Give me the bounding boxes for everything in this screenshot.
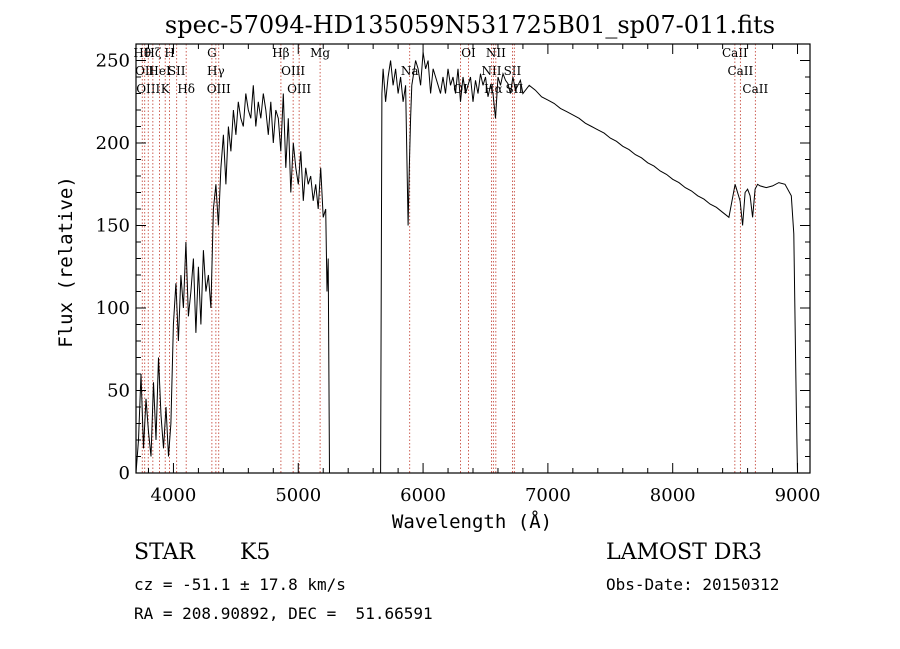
- line-label: OII: [135, 64, 155, 78]
- line-label: Mg: [310, 46, 330, 60]
- redshift-readout: cz = -51.1 ± 17.8 km/s: [134, 575, 346, 594]
- line-label: Hβ: [272, 46, 289, 60]
- y-tick-label: 0: [119, 463, 130, 484]
- flux-series: [135, 52, 798, 474]
- flux-line: [135, 52, 798, 474]
- line-label: Na: [401, 64, 419, 78]
- x-axis: 4000 5000 6000 7000 8000 9000: [147, 44, 821, 506]
- y-tick-label: 100: [96, 298, 130, 319]
- line-label: H: [164, 46, 174, 60]
- x-axis-label: Wavelength (Å): [392, 510, 552, 533]
- line-label: NII: [486, 46, 506, 60]
- line-label: HeI: [148, 64, 171, 78]
- x-tick-label: 6000: [400, 485, 446, 506]
- line-label: SII: [168, 64, 186, 78]
- line-label: OIII: [207, 82, 231, 96]
- line-label: CaII: [722, 46, 748, 60]
- y-axis-label: Flux (relative): [55, 176, 77, 348]
- coordinates: RA = 208.90892, DEC = 51.66591: [134, 604, 433, 623]
- y-axis: 0 50 100 150 200 250: [96, 51, 810, 484]
- line-label: K: [161, 82, 171, 96]
- obs-date: Obs-Date: 20150312: [606, 575, 780, 594]
- survey-name: LAMOST DR3: [606, 540, 762, 565]
- x-tick-label: 5000: [275, 485, 321, 506]
- line-label: OI: [461, 46, 476, 60]
- line-label: Hδ: [177, 82, 195, 96]
- x-tick-label: 8000: [650, 485, 696, 506]
- chart-title: spec-57094-HD135059N531725B01_sp07-011.f…: [165, 11, 775, 39]
- line-label: NII: [481, 64, 501, 78]
- x-tick-label: 9000: [775, 485, 821, 506]
- line-label: OIII: [287, 82, 311, 96]
- y-tick-label: 50: [107, 381, 130, 402]
- y-tick-label: 150: [96, 216, 130, 237]
- object-class: STAR: [134, 540, 195, 565]
- x-tick-label: 7000: [525, 485, 571, 506]
- line-label: Hθ: [133, 46, 151, 60]
- line-label: OIII: [281, 64, 305, 78]
- y-tick-label: 250: [96, 51, 130, 72]
- line-label: G: [207, 46, 217, 60]
- line-label: CaII: [727, 64, 753, 78]
- object-subclass: K5: [240, 540, 271, 565]
- x-tick-label: 4000: [151, 485, 197, 506]
- spectral-lines: Hθ OII OIII Hζ HeI K H SII Hδ G Hγ OIII Hβ OIII OIII Mg…: [133, 44, 768, 473]
- line-label: OIII: [136, 82, 160, 96]
- plot-frame: [135, 43, 811, 474]
- y-tick-label: 200: [96, 133, 130, 154]
- line-label: Hζ: [144, 46, 161, 60]
- line-label: Hγ: [207, 64, 225, 78]
- line-label: CaII: [742, 82, 768, 96]
- line-label: SII: [504, 64, 522, 78]
